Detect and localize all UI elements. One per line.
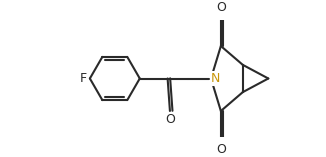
Text: F: F	[79, 72, 86, 85]
Text: O: O	[216, 143, 226, 156]
Text: N: N	[211, 72, 220, 85]
Text: O: O	[216, 1, 226, 14]
Text: O: O	[165, 113, 175, 126]
